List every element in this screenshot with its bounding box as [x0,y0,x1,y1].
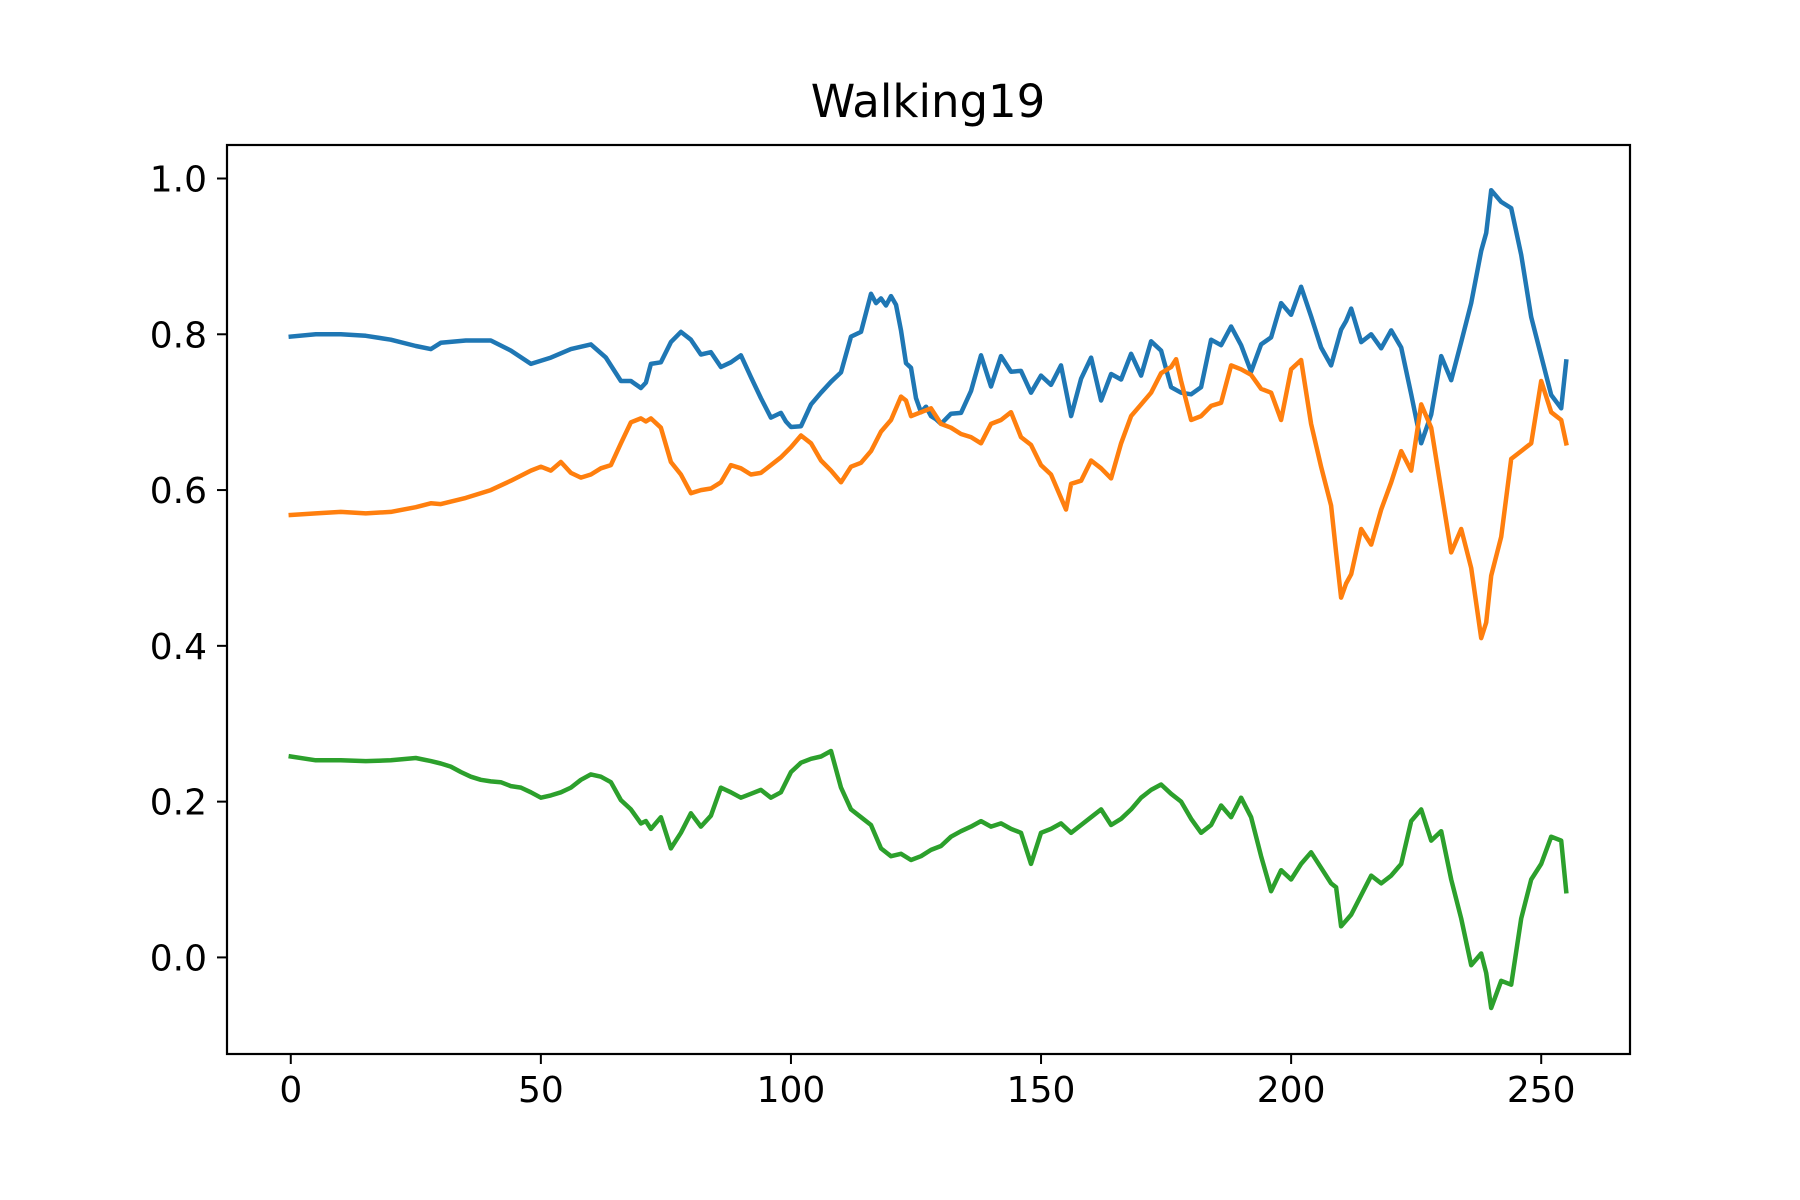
x-tick-label: 100 [757,1070,826,1111]
x-tick-label: 150 [1007,1070,1076,1111]
y-tick-label: 0.0 [150,938,207,979]
y-axis: 0.0 0.2 0.4 0.6 0.8 1.0 [150,159,227,979]
y-tick-label: 1.0 [150,159,207,200]
chart-title: Walking19 [811,75,1046,128]
y-tick-label: 0.8 [150,315,207,356]
series-line-3 [288,748,1569,1011]
x-axis: 0 50 100 150 200 250 [279,1054,1576,1111]
series-line-1 [288,187,1569,446]
y-tick-label: 0.4 [150,627,207,668]
x-tick-label: 200 [1257,1070,1326,1111]
x-tick-label: 0 [279,1070,302,1111]
x-tick-label: 50 [518,1070,564,1111]
x-tick-label: 250 [1507,1070,1576,1111]
series-line-2 [288,356,1569,641]
y-tick-label: 0.6 [150,471,207,512]
series-layer [288,187,1569,1011]
plot-frame [225,143,1632,1056]
y-tick-label: 0.2 [150,783,207,824]
